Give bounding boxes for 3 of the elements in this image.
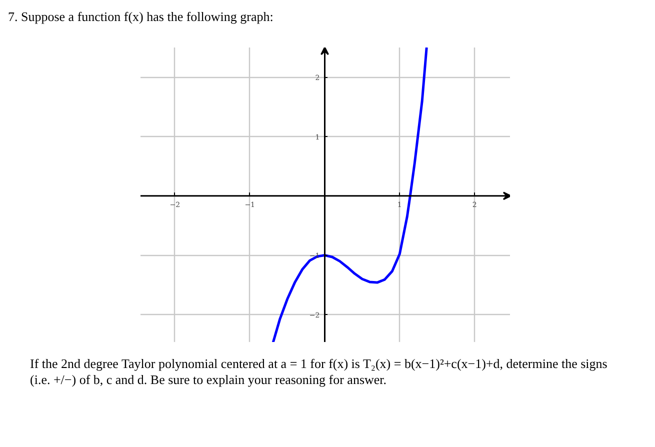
chart-title: 7. Suppose a function f(x) has the following graph:: [8, 8, 274, 26]
line-series: [272, 47, 428, 342]
text: If the 2nd degree Taylor polynomial centered at a = 1 for f(x) is T₂(x) = b(x−1)²+c(x−1)+d, determine the signs (i.e. +/−) of b, c and d. Be sure to explain your reasoning for answer.: [30, 356, 608, 388]
